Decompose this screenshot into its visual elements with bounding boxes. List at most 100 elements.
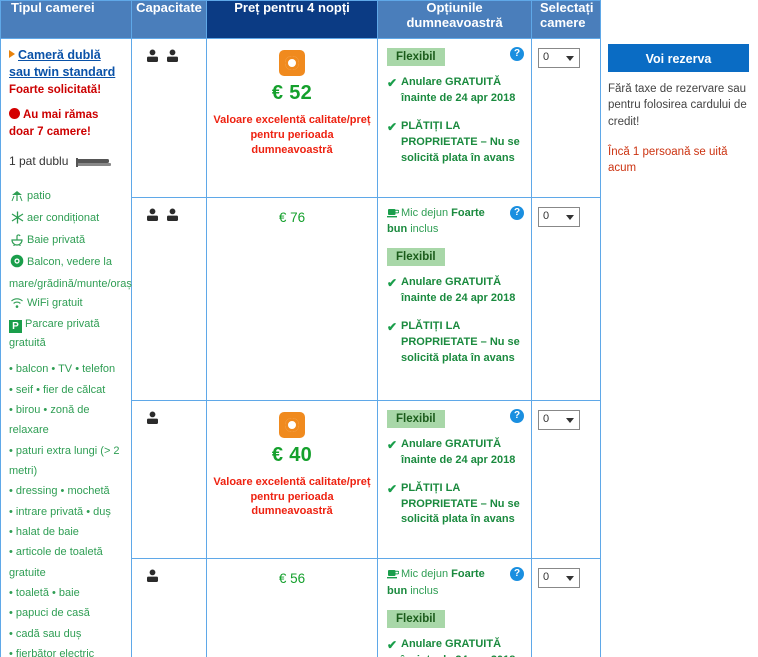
triangle-icon (9, 50, 15, 58)
patio-icon (9, 190, 25, 209)
price-amount: € 52 (271, 82, 313, 104)
capacity-icons-4 (132, 559, 206, 588)
room-description-cell: Cameră dublă sau twin standard Foarte so… (0, 37, 132, 657)
person-icon (146, 569, 159, 588)
price-cell: € 76 (206, 196, 378, 401)
table-row: Cameră dublă sau twin standard Foarte so… (0, 37, 601, 657)
private-bathroom-icon (9, 234, 25, 253)
help-icon[interactable]: ? (510, 567, 524, 582)
breakfast-icon (387, 567, 400, 584)
room-availability-note: Au mai rămas doar 7 camere! (9, 107, 99, 138)
price-amount: € 76 (278, 209, 306, 225)
check-icon: ✔ (387, 276, 398, 291)
amenity-bullets: • balcon • TV • telefon • seif • fier de… (9, 359, 125, 657)
person-icon (146, 49, 159, 68)
header-options: Opțiunile dumneavoastră (377, 0, 532, 39)
price-amount: € 40 (271, 443, 313, 466)
bullet-item: • halat de baie (9, 525, 79, 538)
capacity-cell (131, 399, 207, 560)
amenity-item: Balcon, vedere la mare/grădină/munte/ora… (9, 254, 132, 290)
header-select-rooms: Selectați camere (531, 0, 601, 39)
parking-icon: P (9, 320, 22, 334)
header-capacity: Capacitate (131, 0, 207, 39)
capacity-icons-2 (132, 198, 206, 227)
header-room-type: Tipul camerei (0, 0, 132, 39)
room-quantity-select[interactable]: 0 (538, 568, 580, 589)
option-item: ✔Anulare GRATUITĂ înainte de 24 apr 2018 (387, 437, 516, 466)
bullet-item: • papuci de casă (9, 607, 90, 620)
chevron-down-icon (566, 417, 574, 423)
bullet-item: • birou • zonă de relaxare (9, 403, 90, 437)
select-value: 0 (543, 51, 550, 63)
check-icon: ✔ (387, 437, 398, 452)
room-quantity-select[interactable]: 0 (538, 206, 580, 227)
table-header: Tipul camerei Capacitate Preț pentru 4 n… (0, 0, 601, 39)
flexible-badge: Flexibil (387, 248, 445, 267)
bullet-item: • cadă sau duș (9, 627, 82, 640)
capacity-icons-3 (132, 401, 206, 430)
select-value: 0 (543, 209, 550, 222)
header-row: Tipul camerei Capacitate Preț pentru 4 n… (0, 0, 601, 39)
person-icon (166, 208, 179, 227)
amenities-list: patio aer condiționat Baie privată (9, 187, 132, 353)
person-icon (146, 411, 159, 430)
booking-sidebar: Voi rezerva Fără taxe de rezervare sau p… (608, 44, 754, 177)
help-icon[interactable]: ? (510, 205, 524, 220)
capacity-cell (131, 196, 207, 401)
option-item: ✔Anulare GRATUITĂ înainte de 24 apr 2018 (387, 76, 516, 104)
check-icon: ✔ (387, 119, 398, 134)
alert-dot-icon (9, 107, 20, 119)
bullet-item: • seif • fier de călcat (9, 383, 106, 396)
chevron-down-icon (566, 214, 574, 220)
viewers-alert: Încă 1 persoană se uită acum (608, 145, 728, 175)
options-cell: ? Flexibil ✔ Anulare GRATUITĂ înainte de … (377, 399, 532, 560)
select-rooms-cell: 0 (531, 399, 601, 560)
price-cell: € 40 Valoare excelentă calitate/preț pen… (206, 399, 378, 560)
table-row: € 40 Valoare excelentă calitate/preț pen… (1, 399, 601, 560)
no-fees-note: Fără taxe de rezervare sau pentru folosi… (608, 83, 747, 128)
book-now-button[interactable]: Voi rezerva (608, 44, 749, 72)
options-cell: ? Mic dejun Foarte bun inclus Flexibil ✔… (377, 196, 532, 401)
amenity-item: WiFi gratuit (9, 294, 125, 316)
capacity-cell (131, 558, 207, 657)
help-icon[interactable]: ? (510, 408, 524, 423)
check-icon: ✔ (387, 481, 398, 496)
room-quantity-select[interactable]: 0 (538, 409, 580, 430)
room-demand-note: Foarte solicitată! (9, 83, 102, 96)
flexible-badge: Flexibil (387, 609, 445, 628)
help-icon[interactable]: ? (510, 47, 524, 61)
air-conditioning-icon (9, 211, 25, 231)
price-cell: € 56 (206, 558, 378, 657)
bullet-item: • toaletă • baie (9, 587, 80, 600)
select-value: 0 (543, 571, 550, 584)
table-row: € 56 ? Mic dejun Foarte bun inclus Flexi… (1, 558, 601, 657)
flexible-badge: Flexibil (387, 409, 445, 428)
bullet-item: • dressing • mochetă (9, 485, 110, 498)
amenity-item: P Parcare privată gratuită (9, 318, 100, 350)
option-item: ✔Anulare GRATUITĂ înainte de 24 apr 2018 (387, 276, 516, 305)
price-cell: € 52 Valoare excelentă calitate/preț pen… (206, 38, 378, 198)
option-item: ✔ PLĂTIȚI LA PROPRIETATE – Nu se solicită… (387, 119, 520, 164)
chevron-down-icon (566, 56, 574, 61)
room-name-link[interactable]: Cameră dublă sau twin standard (9, 48, 116, 79)
table-row: € 76 ? Mic dejun Foarte bun inclus Flexi… (1, 196, 601, 401)
select-value: 0 (543, 412, 550, 425)
bed-info: 1 pat dublu (9, 153, 125, 173)
capacity-cell (131, 38, 207, 198)
header-price: Preț pentru 4 nopți (206, 0, 378, 39)
breakfast-info: Mic dejun Foarte bun inclus (387, 206, 485, 236)
option-item: ✔ PLĂTIȚI LA PROPRIETATE – Nu se solicită… (387, 481, 520, 526)
chevron-down-icon (566, 576, 574, 582)
wifi-icon (9, 297, 25, 316)
check-icon: ✔ (387, 637, 398, 652)
capacity-icons-1 (132, 39, 206, 68)
select-rooms-cell: 0 (531, 38, 601, 198)
check-icon: ✔ (387, 76, 398, 90)
bullet-item: • intrare privată • duș (9, 505, 111, 518)
options-cell: ? Mic dejun Foarte bun inclus Flexibil ✔… (377, 558, 532, 657)
select-rooms-cell: 0 (531, 196, 601, 401)
person-icon (146, 208, 159, 227)
room-quantity-select[interactable]: 0 (538, 48, 580, 68)
rooms-table: Tipul camerei Capacitate Preț pentru 4 n… (0, 0, 601, 657)
